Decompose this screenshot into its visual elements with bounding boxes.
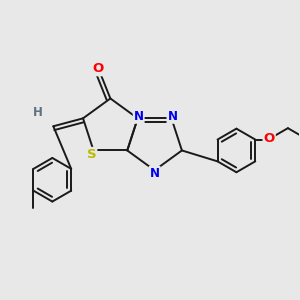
Text: N: N bbox=[150, 167, 160, 180]
Text: O: O bbox=[93, 62, 104, 75]
Text: O: O bbox=[263, 132, 275, 145]
Text: S: S bbox=[87, 148, 96, 161]
Text: H: H bbox=[32, 106, 42, 119]
Text: N: N bbox=[134, 110, 144, 123]
Text: N: N bbox=[167, 110, 178, 123]
